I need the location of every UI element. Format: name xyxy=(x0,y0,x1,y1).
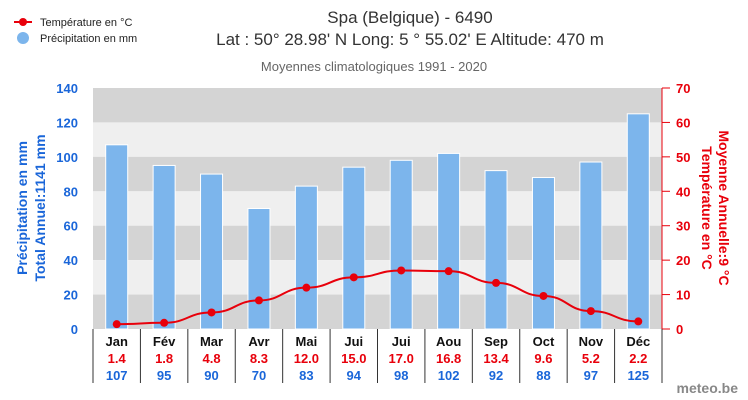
temperature-value: 15.0 xyxy=(341,351,366,366)
chart-title: Spa (Belgique) - 6490 xyxy=(327,8,492,27)
temperature-point xyxy=(160,318,169,327)
right-tick-label: 0 xyxy=(676,322,683,337)
precipitation-bar xyxy=(105,144,129,330)
legend-precipitation: Précipitation en mm xyxy=(40,33,137,45)
temperature-point xyxy=(397,266,406,275)
left-axis-annual: Total Annuel:1141 mm xyxy=(32,134,48,281)
precipitation-bar xyxy=(389,159,413,330)
precipitation-value: 125 xyxy=(627,368,649,383)
grid-band xyxy=(93,225,662,261)
precipitation-value: 92 xyxy=(489,368,503,383)
temperature-point xyxy=(112,320,121,329)
temperature-value: 2.2 xyxy=(629,351,647,366)
temperature-point xyxy=(586,307,595,316)
temperature-point xyxy=(349,273,358,282)
right-axis-title: Température en °C xyxy=(699,146,715,270)
credit: meteo.be xyxy=(677,380,739,396)
right-tick-label: 40 xyxy=(676,184,690,199)
month-label: Mar xyxy=(200,334,223,349)
temperature-value: 4.8 xyxy=(203,351,221,366)
left-axis-title: Précipitation en mm xyxy=(14,141,30,275)
left-tick-label: 140 xyxy=(56,81,78,96)
right-tick-label: 30 xyxy=(676,219,690,234)
temperature-point xyxy=(302,283,311,292)
month-label: Avr xyxy=(248,334,269,349)
month-label: Jui xyxy=(392,334,411,349)
left-tick-label: 0 xyxy=(71,322,78,337)
temperature-point xyxy=(207,308,216,317)
temperature-point xyxy=(539,291,548,300)
precipitation-value: 98 xyxy=(394,368,408,383)
temperature-value: 9.6 xyxy=(534,351,552,366)
precipitation-value: 97 xyxy=(584,368,598,383)
month-label: Nov xyxy=(579,334,604,349)
temperature-value: 16.8 xyxy=(436,351,461,366)
precipitation-bar xyxy=(152,164,176,330)
left-tick-label: 60 xyxy=(64,219,78,234)
temperature-value: 1.8 xyxy=(155,351,173,366)
grid-band xyxy=(93,260,662,295)
precipitation-bar xyxy=(437,152,461,330)
temperature-value: 5.2 xyxy=(582,351,600,366)
temperature-value: 13.4 xyxy=(483,351,509,366)
precipitation-bar xyxy=(247,208,271,330)
right-tick-label: 50 xyxy=(676,150,690,165)
precipitation-bar xyxy=(484,170,508,330)
temperature-point xyxy=(444,267,453,276)
grid-band xyxy=(93,156,662,192)
precipitation-bar xyxy=(531,177,555,330)
month-label: Déc xyxy=(626,334,650,349)
month-label: Aou xyxy=(436,334,461,349)
grid-band xyxy=(93,191,662,226)
right-axis-annual: Moyenne Annuelle:9 °C xyxy=(716,130,732,285)
temperature-value: 1.4 xyxy=(108,351,127,366)
month-label: Jui xyxy=(344,334,363,349)
legend-temperature-icon xyxy=(19,18,27,26)
precipitation-value: 90 xyxy=(204,368,218,383)
month-label: Fév xyxy=(153,334,176,349)
precipitation-bar xyxy=(200,173,224,330)
grid-band xyxy=(93,294,662,329)
month-label: Jan xyxy=(106,334,128,349)
left-tick-label: 80 xyxy=(64,184,78,199)
month-label: Sep xyxy=(484,334,508,349)
right-tick-label: 10 xyxy=(676,288,690,303)
precipitation-bar xyxy=(626,113,650,330)
legend-temperature: Température en °C xyxy=(40,17,132,29)
temperature-value: 17.0 xyxy=(389,351,414,366)
grid-band xyxy=(93,88,662,123)
temperature-point xyxy=(254,296,263,305)
left-tick-label: 120 xyxy=(56,115,78,130)
temperature-point xyxy=(634,317,643,326)
month-label: Mai xyxy=(296,334,318,349)
left-tick-label: 20 xyxy=(64,288,78,303)
precipitation-value: 95 xyxy=(157,368,171,383)
precipitation-value: 94 xyxy=(347,368,362,383)
chart-subtitle: Lat : 50° 28.98' N Long: 5 ° 55.02' E Al… xyxy=(216,30,604,49)
temperature-value: 12.0 xyxy=(294,351,319,366)
legend-precipitation-icon xyxy=(17,32,29,44)
precipitation-bar xyxy=(579,161,603,330)
precipitation-value: 70 xyxy=(252,368,266,383)
temperature-value: 8.3 xyxy=(250,351,268,366)
month-label: Oct xyxy=(533,334,555,349)
temperature-point xyxy=(492,278,501,287)
chart-period: Moyennes climatologiques 1991 - 2020 xyxy=(261,59,487,74)
precipitation-bar xyxy=(294,185,318,330)
temperature-line xyxy=(116,269,639,326)
right-tick-label: 60 xyxy=(676,115,690,130)
precipitation-value: 88 xyxy=(536,368,550,383)
right-tick-label: 20 xyxy=(676,253,690,268)
right-tick-label: 70 xyxy=(676,81,690,96)
precipitation-value: 83 xyxy=(299,368,313,383)
left-tick-label: 100 xyxy=(56,150,78,165)
left-tick-label: 40 xyxy=(64,253,78,268)
precipitation-value: 107 xyxy=(106,368,128,383)
precipitation-value: 102 xyxy=(438,368,460,383)
precipitation-bar xyxy=(342,166,366,330)
grid-band xyxy=(93,122,662,157)
